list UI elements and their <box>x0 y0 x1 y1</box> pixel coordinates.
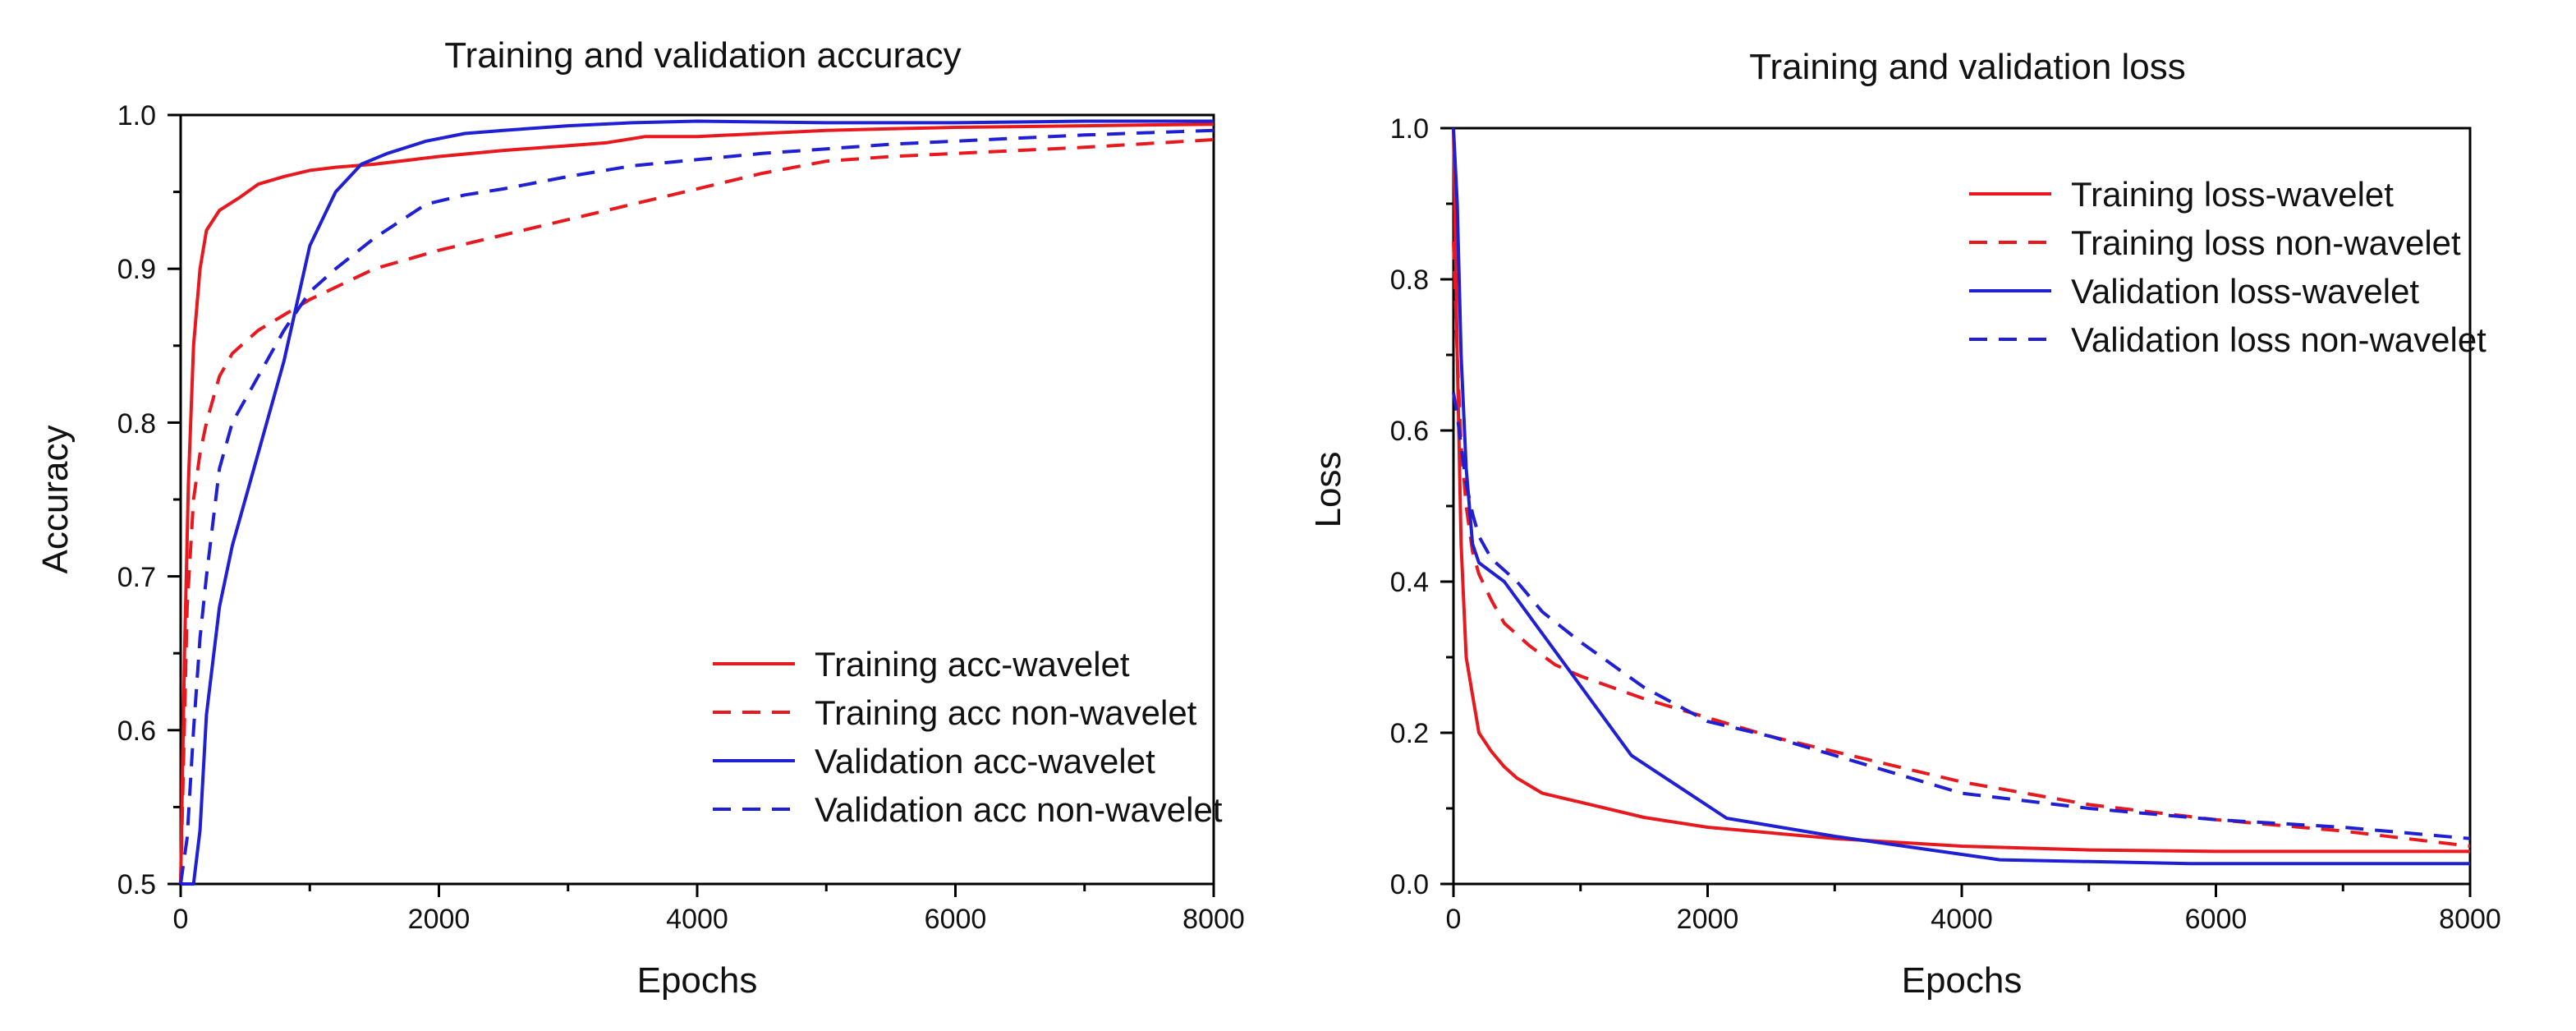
accuracy-series-0-line <box>179 122 1215 885</box>
accuracy-x-tick-labels: 0 2000 4000 6000 8000 <box>173 904 1245 935</box>
loss-y-tick-label: 1.0 <box>1390 113 1429 145</box>
loss-legend-label: Validation loss non-wavelet <box>2071 320 2486 359</box>
accuracy-chart: Training and validation accuracy 0 2000 … <box>35 35 1245 1001</box>
accuracy-y-tick-labels: 0.5 0.6 0.7 0.8 0.9 1.0 <box>117 100 156 900</box>
loss-y-axis-label: Loss <box>1308 452 1348 528</box>
accuracy-legend-label: Validation acc-wavelet <box>815 742 1155 780</box>
loss-x-axis-label: Epochs <box>1902 960 2023 1001</box>
accuracy-x-tick-label: 4000 <box>666 904 728 935</box>
loss-x-tick-label: 6000 <box>2185 904 2248 935</box>
accuracy-x-tick-label: 6000 <box>925 904 987 935</box>
loss-series-3-line <box>1452 392 2471 840</box>
accuracy-y-axis-label: Accuracy <box>35 426 76 574</box>
loss-series-0-line <box>1452 127 2470 854</box>
accuracy-y-tick-label: 0.6 <box>117 716 156 747</box>
accuracy-x-tick-label: 0 <box>173 904 189 935</box>
accuracy-chart-title: Training and validation accuracy <box>444 35 961 76</box>
accuracy-y-tick-label: 0.9 <box>117 254 156 285</box>
accuracy-legend: Training acc-wavelet Training acc non-wa… <box>713 645 1223 829</box>
loss-tick-marks <box>1440 127 2472 897</box>
accuracy-series-group <box>179 119 1215 886</box>
loss-y-tick-label: 0.0 <box>1390 869 1429 900</box>
loss-chart: Training and validation loss 0 2000 4000… <box>1308 47 2501 1001</box>
loss-series-2-line <box>1452 127 2470 866</box>
accuracy-legend-label: Training acc non-wavelet <box>815 693 1197 732</box>
accuracy-series-3-line <box>179 128 1215 885</box>
loss-chart-title: Training and validation loss <box>1749 47 2186 87</box>
accuracy-x-axis-label: Epochs <box>637 960 758 1001</box>
accuracy-y-tick-label: 0.7 <box>117 562 156 593</box>
loss-legend: Training loss-wavelet Training loss non-… <box>1969 175 2486 359</box>
accuracy-y-tick-label: 0.8 <box>117 408 156 440</box>
accuracy-x-tick-label: 2000 <box>408 904 471 935</box>
loss-x-tick-label: 4000 <box>1931 904 1993 935</box>
loss-x-tick-label: 2000 <box>1677 904 1739 935</box>
loss-x-tick-labels: 0 2000 4000 6000 8000 <box>1446 904 2501 935</box>
accuracy-y-tick-label: 0.5 <box>117 869 156 900</box>
accuracy-series-1-line <box>179 138 1215 885</box>
loss-x-tick-label: 8000 <box>2439 904 2501 935</box>
loss-series-group <box>1452 127 2471 866</box>
accuracy-series-2-line <box>181 119 1214 886</box>
loss-y-tick-label: 0.2 <box>1390 718 1429 749</box>
loss-y-tick-label: 0.8 <box>1390 265 1429 296</box>
accuracy-legend-label: Training acc-wavelet <box>815 645 1130 683</box>
loss-y-tick-labels: 0.0 0.2 0.4 0.6 0.8 1.0 <box>1390 113 1429 900</box>
loss-legend-label: Training loss-wavelet <box>2071 175 2394 214</box>
accuracy-legend-label: Validation acc non-wavelet <box>815 790 1223 829</box>
loss-x-tick-label: 0 <box>1446 904 1462 935</box>
accuracy-y-tick-label: 1.0 <box>117 100 156 131</box>
loss-y-tick-label: 0.6 <box>1390 416 1429 447</box>
accuracy-x-tick-label: 8000 <box>1182 904 1245 935</box>
loss-y-tick-label: 0.4 <box>1390 567 1429 598</box>
loss-legend-label: Validation loss-wavelet <box>2071 272 2419 311</box>
loss-series-1-line <box>1452 241 2471 848</box>
accuracy-tick-marks <box>168 113 1215 897</box>
loss-legend-label: Training loss non-wavelet <box>2071 223 2461 262</box>
